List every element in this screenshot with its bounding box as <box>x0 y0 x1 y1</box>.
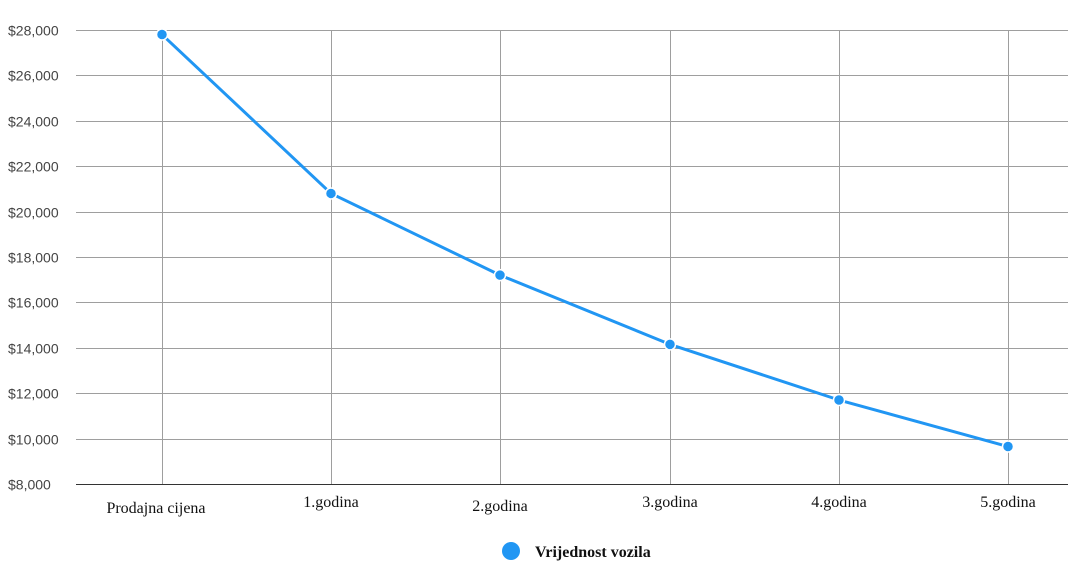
y-tick-label: $24,000 <box>8 114 59 130</box>
data-point <box>493 268 507 282</box>
x-tick-label: 4.godina <box>811 494 867 511</box>
x-tick-label: Prodajna cijena <box>106 500 205 517</box>
data-point <box>324 187 338 200</box>
x-tick-label: 2.godina <box>472 498 528 515</box>
data-point <box>155 28 169 41</box>
y-tick-label: $14,000 <box>8 341 59 357</box>
y-tick-label: $28,000 <box>8 23 59 39</box>
y-tick-label: $20,000 <box>8 205 59 221</box>
x-axis-ticks: Prodajna cijena 1.godina 2.godina 3.godina 4… <box>106 494 1035 517</box>
series-vrijednost-vozila <box>155 28 1015 453</box>
x-tick-label: 5.godina <box>980 494 1036 511</box>
y-tick-label: $16,000 <box>8 295 59 311</box>
x-tick-label: 1.godina <box>303 494 359 511</box>
y-tick-label: $26,000 <box>8 68 59 84</box>
series-line <box>160 33 1009 448</box>
y-tick-label: $10,000 <box>8 432 59 448</box>
y-tick-label: $22,000 <box>8 159 59 175</box>
data-point <box>663 338 677 351</box>
y-axis-ticks: $8,000 $10,000 $12,000 $14,000 $16,000 $18,00… <box>8 23 59 493</box>
y-tick-label: $18,000 <box>8 250 59 266</box>
legend-label: Vrijednost vozila <box>535 544 651 561</box>
y-tick-label: $12,000 <box>8 386 59 402</box>
legend: Vrijednost vozila <box>502 542 651 561</box>
data-point <box>1001 440 1015 453</box>
x-tick-label: 3.godina <box>642 494 698 511</box>
y-tick-label: $8,000 <box>8 477 51 493</box>
legend-swatch <box>502 542 520 560</box>
data-point <box>832 393 846 407</box>
grid-lines <box>76 30 1068 485</box>
